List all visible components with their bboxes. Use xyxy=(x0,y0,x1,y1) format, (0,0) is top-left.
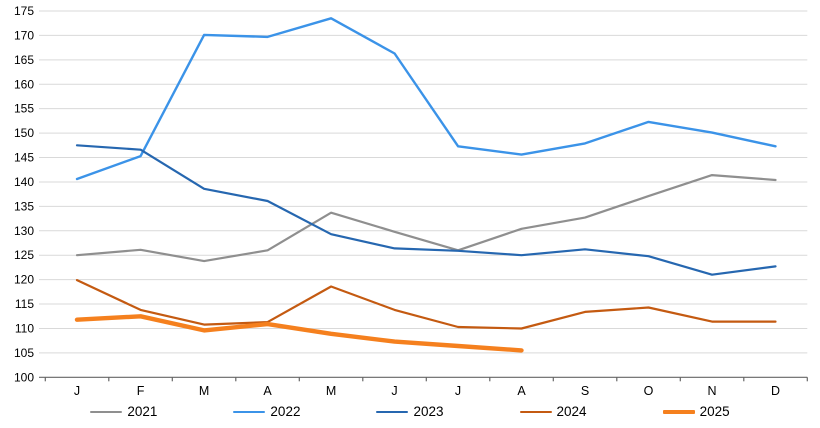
series-line-2021 xyxy=(75,174,777,263)
y-axis-tick-label: 170 xyxy=(14,28,34,42)
y-axis-tick-label: 120 xyxy=(14,273,34,287)
y-axis-tick-label: 165 xyxy=(14,53,34,67)
y-axis-tick-label: 130 xyxy=(14,224,34,238)
y-axis-tick-label: 140 xyxy=(14,175,34,189)
legend-swatch-2024 xyxy=(519,410,552,414)
legend-swatch-2023 xyxy=(376,410,409,414)
legend-label-2024: 2024 xyxy=(556,404,587,420)
y-axis-tick-label: 100 xyxy=(14,370,34,384)
x-axis-tick-label: F xyxy=(137,384,145,398)
legend-label-2025: 2025 xyxy=(699,404,730,420)
x-axis-tick-label: J xyxy=(391,384,397,398)
x-axis-tick-label: A xyxy=(263,384,272,398)
legend-item-2022: 2022 xyxy=(233,405,300,419)
y-axis-tick-label: 135 xyxy=(14,199,34,213)
y-axis-tick-label: 145 xyxy=(14,151,34,165)
legend-swatch-2022 xyxy=(233,410,266,414)
x-axis-tick-label: M xyxy=(199,384,209,398)
y-axis-tick-label: 160 xyxy=(14,77,34,91)
legend-item-2023: 2023 xyxy=(376,404,444,420)
legend-swatch-2021 xyxy=(90,410,123,414)
y-axis-tick-label: 115 xyxy=(15,297,34,311)
chart-legend: 2021 2022 2023 2024 2025 xyxy=(0,399,820,425)
x-axis-tick-label: A xyxy=(517,384,526,398)
legend-swatch-2025 xyxy=(662,409,695,415)
x-axis-tick-label: M xyxy=(326,384,336,398)
legend-label-2023: 2023 xyxy=(413,404,444,420)
legend-item-2021: 2021 xyxy=(90,405,157,419)
y-axis-tick-label: 110 xyxy=(15,321,34,335)
legend-label-2021: 2021 xyxy=(127,404,158,420)
series-line-2025 xyxy=(74,314,524,353)
y-axis-tick-label: 125 xyxy=(14,248,34,262)
x-axis-tick-label: D xyxy=(771,384,780,398)
x-axis-tick-label: O xyxy=(644,384,654,398)
x-axis-tick-label: J xyxy=(74,384,80,398)
legend-item-2025: 2025 xyxy=(662,404,730,420)
y-axis-tick-label: 150 xyxy=(14,126,34,140)
legend-label-2022: 2022 xyxy=(270,404,301,420)
y-axis-tick-label: 105 xyxy=(14,346,34,360)
series-line-2022 xyxy=(75,17,777,181)
legend-item-2024: 2024 xyxy=(519,404,587,420)
plot-area: 100 105 110 115 120 125 130 135 140 145 150 155 160 1… xyxy=(14,4,808,398)
series-line-2023 xyxy=(75,144,777,276)
x-axis-tick-label: N xyxy=(708,384,717,398)
x-axis-tick-label: J xyxy=(455,384,461,398)
y-axis-tick-label: 155 xyxy=(14,102,34,116)
series-line-2024 xyxy=(75,279,777,330)
y-axis-tick-label: 175 xyxy=(14,4,34,18)
x-axis-tick-label: S xyxy=(581,384,589,398)
